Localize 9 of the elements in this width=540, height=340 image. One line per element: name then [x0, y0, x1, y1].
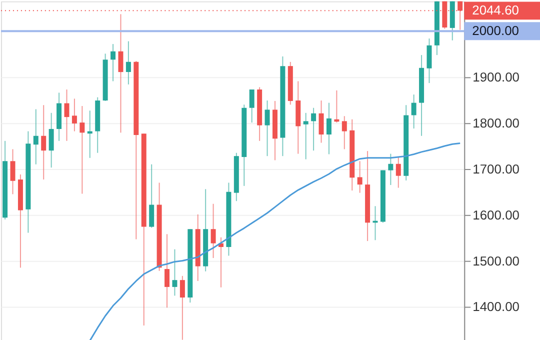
ref-line-label: 2044.60: [472, 2, 520, 18]
y-tick-label: 1700.00: [472, 161, 520, 176]
y-tick-label: 1400.00: [472, 299, 520, 314]
y-tick-label: 1500.00: [472, 253, 520, 268]
line-series: [89, 142, 461, 340]
y-tick-label: 1900.00: [472, 70, 520, 85]
y-tick-label: 1600.00: [472, 207, 520, 222]
ref-line-label: 2000.00: [472, 23, 520, 38]
y-tick-label: 1800.00: [472, 116, 520, 130]
